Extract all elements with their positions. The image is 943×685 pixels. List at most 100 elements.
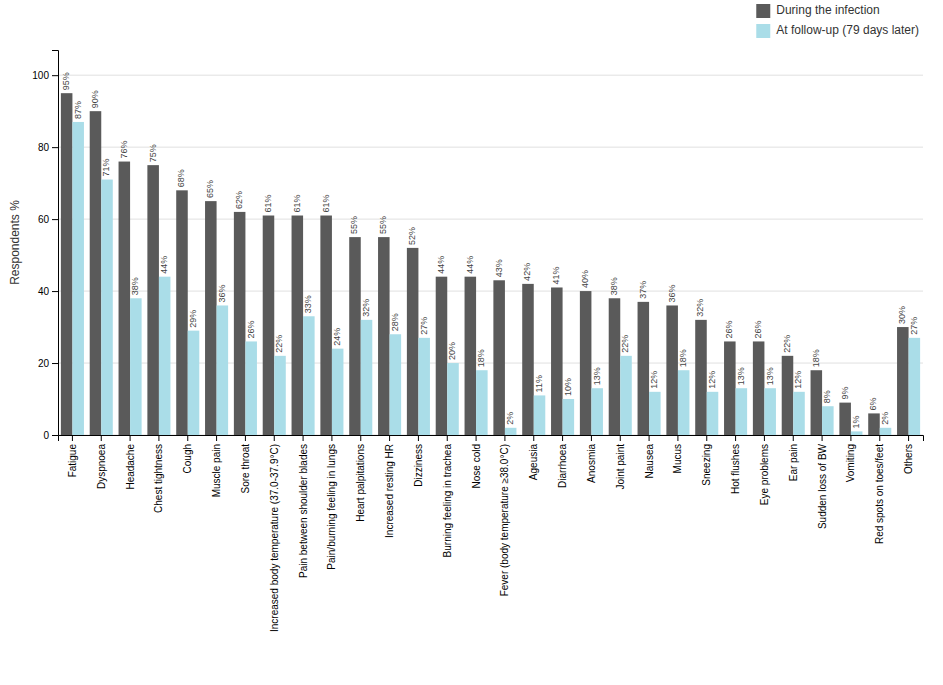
data-label: 6% xyxy=(868,397,878,410)
bar xyxy=(724,341,736,435)
data-label: 75% xyxy=(148,144,158,162)
bar xyxy=(736,388,748,435)
tick-mark xyxy=(360,435,361,441)
bar xyxy=(217,305,229,435)
data-label: 41% xyxy=(551,266,561,284)
legend-swatch xyxy=(756,24,770,38)
y-tick: 0 xyxy=(43,430,58,441)
bar xyxy=(292,216,304,435)
bars xyxy=(61,93,920,435)
bar xyxy=(551,287,563,435)
x-tick: Eye problems xyxy=(759,435,770,505)
data-label: 26% xyxy=(246,320,256,338)
tick-label: Chest tightness xyxy=(153,444,164,513)
data-label: 18% xyxy=(476,349,486,367)
x-tick: Ageusia xyxy=(528,435,539,480)
tick-mark xyxy=(649,435,650,441)
bar xyxy=(263,216,275,435)
data-label: 44% xyxy=(159,256,169,274)
tick-mark xyxy=(850,435,851,441)
data-label: 10% xyxy=(563,378,573,396)
tick-mark xyxy=(158,435,159,441)
tick-label: 0 xyxy=(43,430,49,441)
tick-mark xyxy=(735,435,736,441)
tick-label: Ageusia xyxy=(528,444,539,481)
legend: During the infectionAt follow-up (79 day… xyxy=(756,3,919,38)
tick-label: Burning feeling in trachea xyxy=(442,444,453,558)
data-label: 95% xyxy=(61,72,71,90)
data-label: 22% xyxy=(782,335,792,353)
data-label: 90% xyxy=(90,90,100,108)
bar xyxy=(407,248,419,435)
bar xyxy=(447,363,459,435)
tick-mark xyxy=(72,435,73,441)
x-axis: FatigueDyspnoeaHeadacheChest tightnessCo… xyxy=(59,435,924,632)
data-label: 29% xyxy=(188,310,198,328)
data-label: 26% xyxy=(753,320,763,338)
y-tick: 80 xyxy=(38,142,58,153)
bar xyxy=(418,338,430,435)
axis-domain xyxy=(52,51,59,436)
bar xyxy=(609,298,621,435)
tick-mark xyxy=(245,435,246,441)
tick-label: Sore throat xyxy=(240,444,251,494)
bar xyxy=(666,305,678,435)
bar xyxy=(638,302,650,435)
data-label: 36% xyxy=(217,284,227,302)
tick-label: Nausea xyxy=(644,444,655,479)
data-label: 36% xyxy=(667,284,677,302)
tick-label: Mucus xyxy=(672,444,683,473)
data-label: 55% xyxy=(378,216,388,234)
data-label: 8% xyxy=(822,390,832,403)
bar xyxy=(303,316,315,435)
x-tick: Sore throat xyxy=(240,435,251,493)
bar xyxy=(205,201,217,435)
bar xyxy=(522,284,534,435)
bar xyxy=(274,356,286,435)
data-label: 38% xyxy=(130,277,140,295)
y-axis: 020406080100 xyxy=(32,51,58,441)
tick-mark xyxy=(764,435,765,441)
bar xyxy=(811,370,823,435)
axis-domain xyxy=(59,436,924,442)
tick-mark xyxy=(447,435,448,441)
data-label: 76% xyxy=(119,141,129,159)
legend-label: At follow-up (79 days later) xyxy=(776,23,919,37)
tick-label: Joint paint xyxy=(615,444,626,490)
data-label: 61% xyxy=(263,194,273,212)
tick-mark xyxy=(504,435,505,441)
grid-line xyxy=(58,75,923,76)
data-label: 26% xyxy=(724,320,734,338)
bar xyxy=(465,277,477,435)
bar xyxy=(909,338,921,435)
bar xyxy=(61,93,73,435)
data-label: 11% xyxy=(534,375,544,392)
bar xyxy=(563,399,575,435)
tick-label: Red spots on toes/feet xyxy=(874,444,885,544)
tick-label: Headache xyxy=(125,444,136,490)
x-tick: Mucus xyxy=(672,435,683,473)
tick-label: Ear pain xyxy=(788,444,799,481)
data-label: 1% xyxy=(851,415,861,428)
x-tick: Anosmia xyxy=(586,435,597,483)
tick-label: Pain/burning feeling in lungs xyxy=(326,444,337,570)
tick-mark xyxy=(389,435,390,441)
tick-label: Nose cold xyxy=(471,444,482,488)
tick-label: Vomiting xyxy=(845,444,856,482)
plot: 95%90%76%75%68%65%62%61%61%61%55%55%52%4… xyxy=(32,51,923,633)
data-label: 40% xyxy=(580,270,590,288)
bar xyxy=(101,180,113,435)
data-label: 32% xyxy=(361,299,371,317)
y-axis-title: Respondents % xyxy=(8,200,22,285)
data-label: 68% xyxy=(176,169,186,187)
tick-mark xyxy=(303,435,304,441)
data-label: 61% xyxy=(292,194,302,212)
data-label: 22% xyxy=(274,335,284,353)
data-label: 38% xyxy=(609,277,619,295)
x-tick: Fatigue xyxy=(67,435,78,477)
y-tick: 40 xyxy=(38,286,58,297)
tick-mark xyxy=(52,147,58,148)
bar xyxy=(390,334,402,435)
bar xyxy=(349,237,361,435)
x-tick: Sudden loss of BW xyxy=(817,435,828,529)
